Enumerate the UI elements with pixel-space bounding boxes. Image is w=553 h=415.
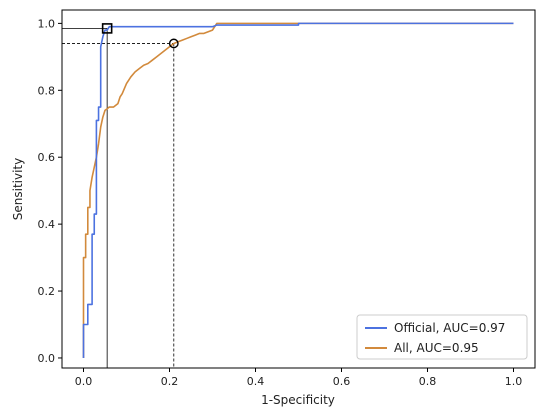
marker-layer — [101, 23, 179, 49]
plot-area — [61, 9, 536, 369]
operating-point-reference-lines — [62, 28, 175, 368]
legend-entry-label: All, AUC=0.95 — [394, 341, 479, 355]
x-tick-label: 0.2 — [161, 375, 179, 388]
y-tick-label: 0.6 — [38, 151, 56, 164]
all-operating-point-marker — [168, 38, 179, 49]
x-tick-label: 0.6 — [333, 375, 351, 388]
legend: Official, AUC=0.97 All, AUC=0.95 — [356, 314, 528, 360]
y-tick-label: 1.0 — [38, 17, 56, 30]
x-tick-label: 0.4 — [247, 375, 265, 388]
legend-box — [356, 314, 528, 360]
official-operating-point-marker — [101, 23, 113, 34]
series-line-all — [82, 22, 514, 358]
y-tick-label: 0.8 — [38, 84, 56, 97]
x-tick-label: 0.8 — [419, 375, 437, 388]
x-tick-label: 1.0 — [505, 375, 523, 388]
y-axis-label: Sensitivity — [11, 158, 25, 220]
x-axis-label: 1-Specificity — [261, 393, 335, 407]
legend-entry-label: Official, AUC=0.97 — [394, 321, 505, 335]
y-tick-label: 0.0 — [38, 352, 56, 365]
x-axis-ticks: 0.0 0.2 0.4 0.6 0.8 1.0 — [75, 368, 523, 388]
x-tick-label: 0.0 — [75, 375, 93, 388]
y-axis-ticks: 0.0 0.2 0.4 0.6 0.8 1.0 — [38, 17, 62, 365]
y-tick-label: 0.2 — [38, 285, 56, 298]
y-tick-label: 0.4 — [38, 218, 56, 231]
